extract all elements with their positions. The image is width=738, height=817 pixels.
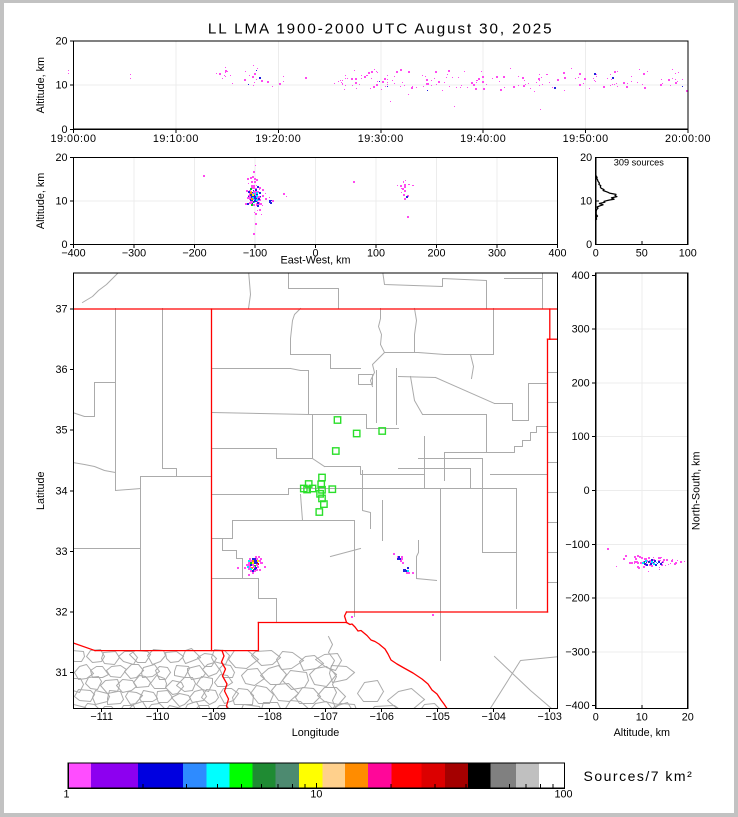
svg-text:300: 300 bbox=[488, 248, 506, 260]
svg-text:−300: −300 bbox=[565, 646, 589, 658]
svg-text:200: 200 bbox=[572, 377, 590, 389]
svg-text:Altitude, km: Altitude, km bbox=[35, 57, 47, 113]
svg-text:10: 10 bbox=[310, 789, 322, 801]
svg-text:19:40:00: 19:40:00 bbox=[460, 133, 506, 145]
svg-text:−105: −105 bbox=[426, 711, 450, 723]
svg-text:31: 31 bbox=[55, 667, 67, 679]
svg-text:0: 0 bbox=[584, 485, 590, 497]
svg-text:400: 400 bbox=[548, 248, 566, 260]
svg-text:Sources/7 km²: Sources/7 km² bbox=[584, 768, 694, 784]
svg-text:LL LMA 1900-2000 UTC August 30: LL LMA 1900-2000 UTC August 30, 2025 bbox=[208, 21, 554, 38]
svg-text:100: 100 bbox=[367, 248, 385, 260]
svg-text:20: 20 bbox=[682, 712, 694, 724]
svg-text:19:00:00: 19:00:00 bbox=[50, 133, 96, 145]
svg-text:200: 200 bbox=[427, 248, 445, 260]
svg-text:North-South, km: North-South, km bbox=[691, 451, 703, 530]
svg-text:20: 20 bbox=[55, 36, 67, 48]
svg-text:−300: −300 bbox=[122, 248, 146, 260]
svg-text:−200: −200 bbox=[565, 593, 589, 605]
svg-text:0: 0 bbox=[593, 712, 599, 724]
svg-text:34: 34 bbox=[55, 485, 67, 497]
svg-text:−109: −109 bbox=[202, 711, 226, 723]
svg-text:35: 35 bbox=[55, 425, 67, 437]
svg-text:1: 1 bbox=[63, 789, 69, 801]
svg-text:Altitude, km: Altitude, km bbox=[35, 173, 47, 229]
svg-text:33: 33 bbox=[55, 546, 67, 558]
svg-text:−111: −111 bbox=[90, 711, 113, 723]
svg-text:Altitude, km: Altitude, km bbox=[614, 727, 670, 739]
svg-text:−104: −104 bbox=[482, 711, 506, 723]
svg-text:−400: −400 bbox=[565, 700, 589, 712]
svg-text:20: 20 bbox=[55, 152, 67, 164]
svg-text:20: 20 bbox=[580, 152, 592, 164]
svg-text:32: 32 bbox=[55, 607, 67, 619]
svg-text:20:00:00: 20:00:00 bbox=[665, 133, 711, 145]
svg-text:−100: −100 bbox=[565, 539, 589, 551]
svg-text:10: 10 bbox=[55, 195, 67, 207]
svg-text:Latitude: Latitude bbox=[35, 472, 47, 510]
svg-text:0: 0 bbox=[61, 239, 67, 251]
svg-text:10: 10 bbox=[55, 80, 67, 92]
svg-text:10: 10 bbox=[580, 195, 592, 207]
svg-text:East-West, km: East-West, km bbox=[281, 255, 351, 267]
svg-text:19:30:00: 19:30:00 bbox=[358, 133, 404, 145]
svg-text:−100: −100 bbox=[243, 248, 267, 260]
svg-text:10: 10 bbox=[636, 712, 648, 724]
svg-text:19:50:00: 19:50:00 bbox=[563, 133, 609, 145]
svg-text:100: 100 bbox=[679, 248, 697, 260]
svg-text:−200: −200 bbox=[182, 248, 206, 260]
svg-text:0: 0 bbox=[586, 239, 592, 251]
svg-text:19:20:00: 19:20:00 bbox=[255, 133, 301, 145]
svg-text:−107: −107 bbox=[314, 711, 338, 723]
svg-text:−106: −106 bbox=[370, 711, 394, 723]
svg-text:400: 400 bbox=[572, 270, 590, 282]
svg-text:−103: −103 bbox=[538, 711, 562, 723]
svg-text:50: 50 bbox=[636, 248, 648, 260]
svg-text:Longitude: Longitude bbox=[292, 727, 339, 739]
svg-text:0: 0 bbox=[61, 124, 67, 136]
svg-text:−110: −110 bbox=[146, 711, 170, 723]
svg-text:−400: −400 bbox=[61, 248, 85, 260]
svg-text:309 sources: 309 sources bbox=[614, 158, 664, 168]
svg-text:36: 36 bbox=[55, 364, 67, 376]
svg-text:37: 37 bbox=[55, 304, 67, 316]
svg-text:100: 100 bbox=[554, 789, 572, 801]
svg-text:0: 0 bbox=[312, 248, 318, 260]
svg-text:−108: −108 bbox=[258, 711, 282, 723]
svg-text:19:10:00: 19:10:00 bbox=[153, 133, 199, 145]
svg-text:300: 300 bbox=[572, 324, 590, 336]
svg-text:0: 0 bbox=[593, 248, 599, 260]
svg-text:100: 100 bbox=[572, 431, 590, 443]
